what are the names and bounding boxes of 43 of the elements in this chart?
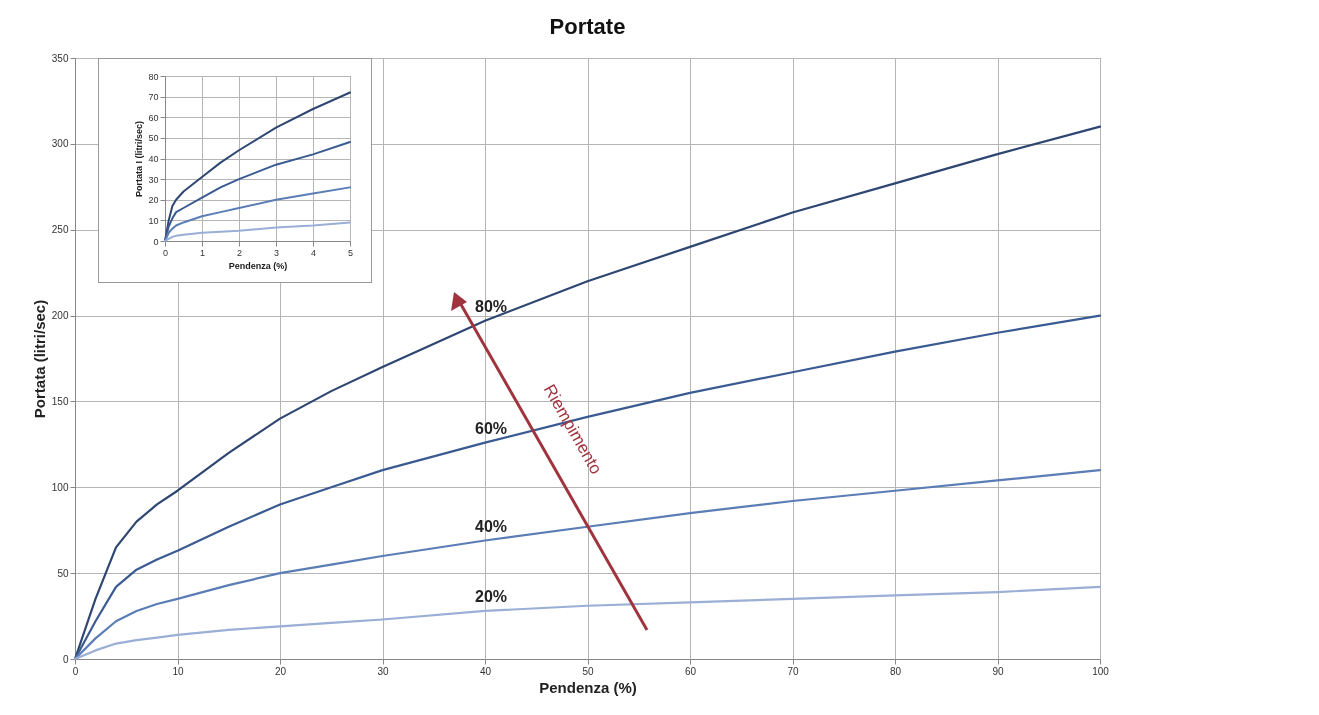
x-tick-label: 5 [347, 247, 354, 258]
y-tick-label: 30 [148, 174, 159, 185]
y-axis-title: Portata I (litri/sec) [134, 120, 145, 198]
x-tick-label: 70 [787, 665, 799, 677]
series-label: 80% [475, 297, 508, 315]
x-tick-label: 30 [377, 665, 389, 677]
x-tick-label: 1 [199, 247, 206, 258]
y-tick-label: 200 [51, 310, 69, 322]
y-tick-label: 50 [57, 567, 69, 579]
x-tick-label: 20 [274, 665, 287, 677]
y-tick-label: 10 [148, 215, 159, 226]
y-tick-label: 100 [51, 481, 69, 493]
x-tick-label: 100 [1092, 665, 1110, 677]
x-tick-label: 50 [582, 665, 594, 677]
y-tick-label: 150 [51, 395, 69, 407]
y-tick-label: 80 [148, 71, 159, 82]
y-axis-title: Portata (litri/sec) [30, 299, 48, 419]
x-tick-label: 4 [310, 247, 317, 258]
chart-title: Portate [549, 14, 626, 39]
y-tick-label: 0 [153, 236, 159, 247]
x-axis-title: Pendenza (%) [228, 260, 288, 271]
y-tick-label: 350 [51, 52, 69, 64]
y-tick-label: 300 [51, 138, 69, 150]
y-tick-label: 250 [51, 224, 69, 236]
x-tick-label: 60 [684, 665, 697, 677]
x-tick-label: 0 [72, 665, 79, 677]
series-label: 40% [475, 517, 508, 535]
y-tick-label: 40 [148, 154, 159, 164]
x-tick-label: 0 [162, 247, 169, 258]
x-tick-label: 40 [479, 665, 492, 677]
y-tick-label: 0 [62, 653, 69, 665]
x-tick-label: 10 [172, 665, 184, 677]
x-tick-label: 90 [992, 665, 1004, 677]
x-axis-title: Pendenza (%) [539, 678, 637, 696]
y-tick-label: 60 [148, 112, 159, 123]
x-tick-label: 3 [273, 247, 280, 258]
x-tick-label: 80 [889, 665, 902, 677]
y-tick-label: 50 [148, 133, 159, 144]
y-tick-label: 70 [148, 92, 159, 103]
series-label: 60% [475, 419, 508, 437]
y-tick-label: 20 [148, 195, 159, 206]
series-label: 20% [475, 587, 508, 605]
x-tick-label: 2 [236, 247, 243, 258]
